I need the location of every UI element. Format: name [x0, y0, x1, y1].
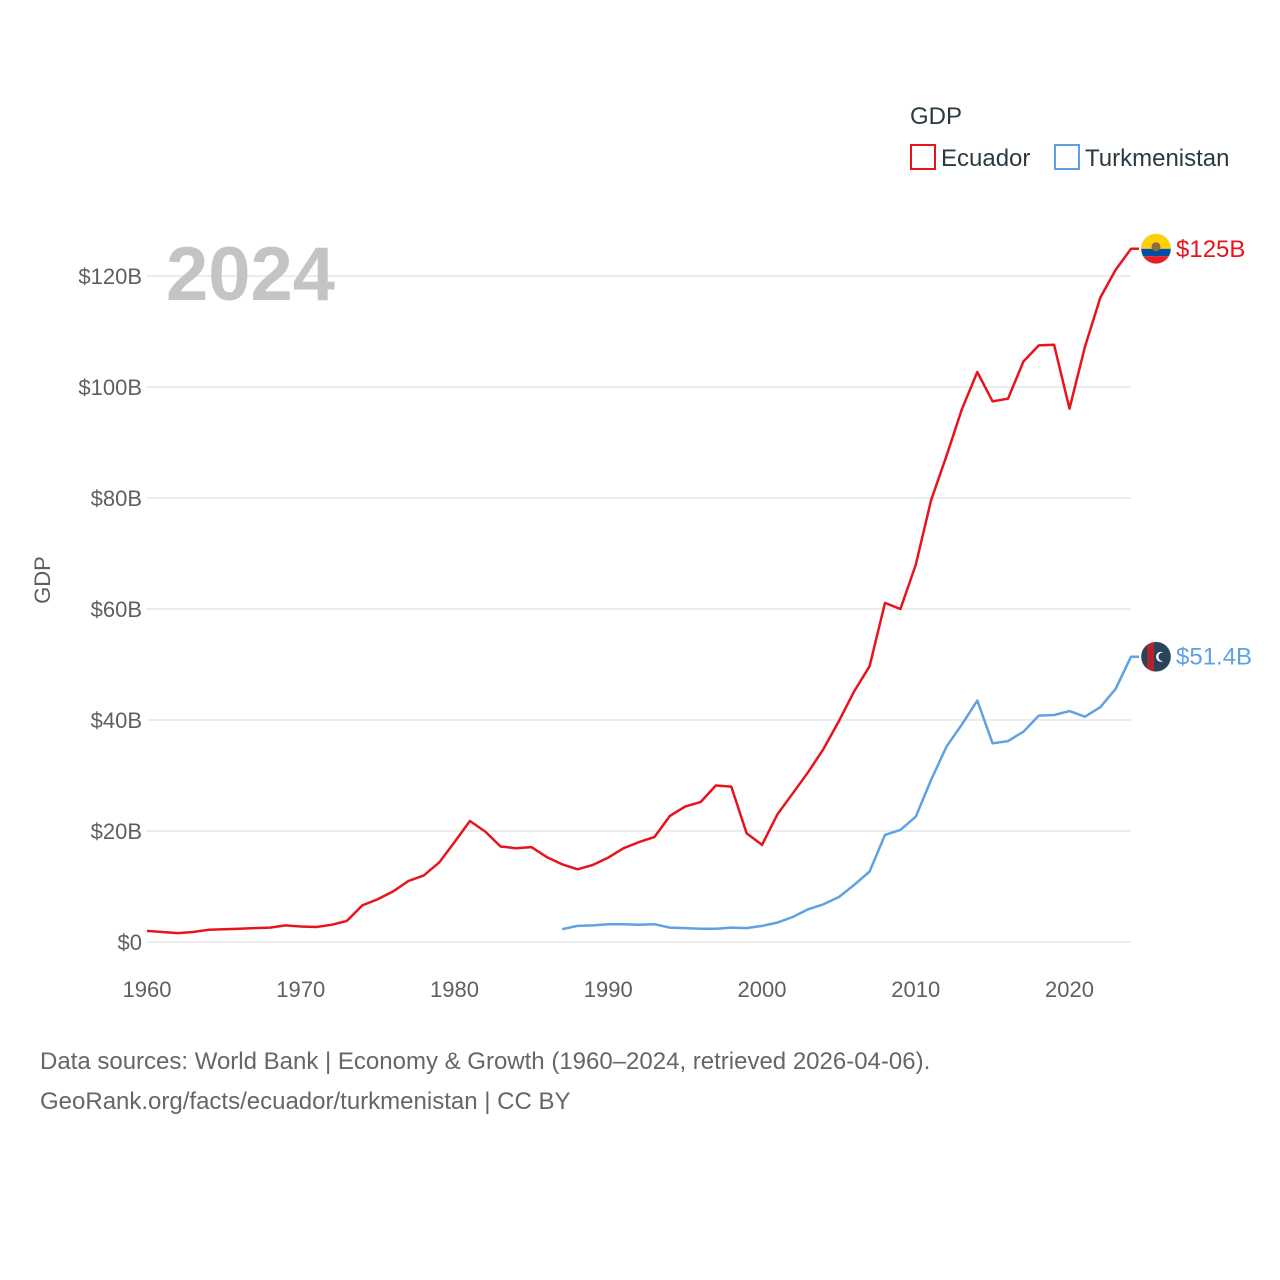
- source-line-2: GeoRank.org/facts/ecuador/turkmenistan |…: [40, 1088, 571, 1115]
- y-tick-label: $20B: [91, 819, 142, 844]
- x-tick-label: 1990: [584, 977, 633, 1002]
- ecuador-flag-icon: [1140, 233, 1172, 265]
- x-axis-ticks: 1960 1970 1980 1990 2000 2010 2020: [123, 977, 1094, 1002]
- x-tick-label: 2020: [1045, 977, 1094, 1002]
- legend[interactable]: GDP Ecuador Turkmenistan: [910, 103, 1230, 172]
- legend-swatch-turkmenistan: [1054, 144, 1080, 170]
- legend-title: GDP: [910, 103, 962, 130]
- source-line-1: Data sources: World Bank | Economy & Gro…: [40, 1048, 931, 1075]
- y-axis-label: GDP: [30, 556, 55, 604]
- legend-item-ecuador[interactable]: Ecuador: [910, 144, 1030, 172]
- legend-item-turkmenistan[interactable]: Turkmenistan: [1054, 144, 1230, 172]
- year-label: 2024: [166, 232, 335, 317]
- x-tick-label: 2000: [738, 977, 787, 1002]
- y-tick-label: $0: [118, 930, 142, 955]
- turkmenistan-flag-icon: [1140, 641, 1172, 672]
- legend-label-turkmenistan: Turkmenistan: [1085, 145, 1230, 172]
- legend-label-ecuador: Ecuador: [941, 145, 1030, 172]
- y-tick-label: $40B: [91, 708, 142, 733]
- x-tick-label: 1960: [123, 977, 172, 1002]
- data-source-note: Data sources: World Bank | Economy & Gro…: [40, 1042, 930, 1122]
- x-tick-label: 1980: [430, 977, 479, 1002]
- legend-swatch-ecuador: [910, 144, 936, 170]
- series-line-ecuador: [146, 247, 1139, 935]
- x-tick-label: 1970: [276, 977, 325, 1002]
- x-tick-label: 2010: [891, 977, 940, 1002]
- y-axis-ticks: $0 $20B $40B $60B $80B $100B $120B: [78, 264, 142, 955]
- series-line-turkmenistan: [561, 655, 1139, 931]
- y-tick-label: $100B: [78, 375, 142, 400]
- series-end-labels: $125B $51.4B: [1140, 233, 1252, 672]
- y-tick-label: $120B: [78, 264, 142, 289]
- y-tick-label: $80B: [91, 486, 142, 511]
- y-tick-label: $60B: [91, 597, 142, 622]
- grid: [147, 275, 1131, 943]
- end-label-ecuador: $125B: [1176, 236, 1245, 263]
- series-lines: [146, 247, 1139, 935]
- gdp-line-chart: $0 $20B $40B $60B $80B $100B $120B 1960 1970 198…: [30, 103, 1252, 1002]
- end-label-turkmenistan: $51.4B: [1176, 644, 1252, 671]
